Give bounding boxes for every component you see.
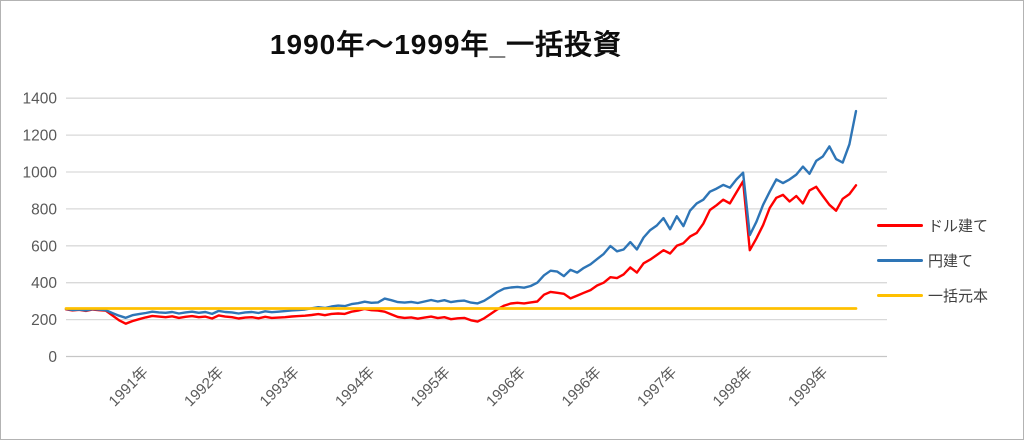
y-tick-label: 1400 <box>23 91 58 108</box>
y-tick-label: 1000 <box>23 165 58 182</box>
x-tick-label: 1996年 <box>559 364 605 410</box>
y-tick-label: 1200 <box>23 128 58 145</box>
y-tick-label: 600 <box>31 238 57 255</box>
y-tick-label: 800 <box>31 201 57 218</box>
x-tick-label: 1998年 <box>710 364 756 410</box>
legend-label-yen: 円建て <box>928 253 974 270</box>
x-tick-label: 1996年 <box>483 364 529 410</box>
y-tick-label: 0 <box>48 349 57 366</box>
x-tick-label: 1994年 <box>332 364 378 410</box>
x-tick-label: 1992年 <box>181 364 227 410</box>
series-yen-line <box>64 109 858 319</box>
x-tick-label: 1995年 <box>408 364 454 410</box>
legend-item-dollar: ドル建て <box>877 208 988 243</box>
series-dollar-line <box>64 179 858 325</box>
legend-label-principal: 一括元本 <box>928 288 989 305</box>
legend: ドル建て 円建て 一括元本 <box>877 208 988 313</box>
y-tick-label: 400 <box>31 275 57 292</box>
x-tick-label: 1993年 <box>257 364 303 410</box>
chart-title: 1990年～1999年_一括投資 <box>269 29 623 60</box>
legend-swatch-principal <box>877 294 923 297</box>
y-tick-label: 200 <box>31 312 57 329</box>
x-tick-label: 1999年 <box>785 364 831 410</box>
x-tick-label: 1991年 <box>106 364 152 410</box>
x-tick-label: 1997年 <box>634 364 680 410</box>
legend-swatch-yen <box>877 259 923 262</box>
legend-item-yen: 円建て <box>877 243 988 278</box>
legend-item-principal: 一括元本 <box>877 278 988 313</box>
legend-swatch-dollar <box>877 224 923 227</box>
legend-label-dollar: ドル建て <box>928 218 989 235</box>
